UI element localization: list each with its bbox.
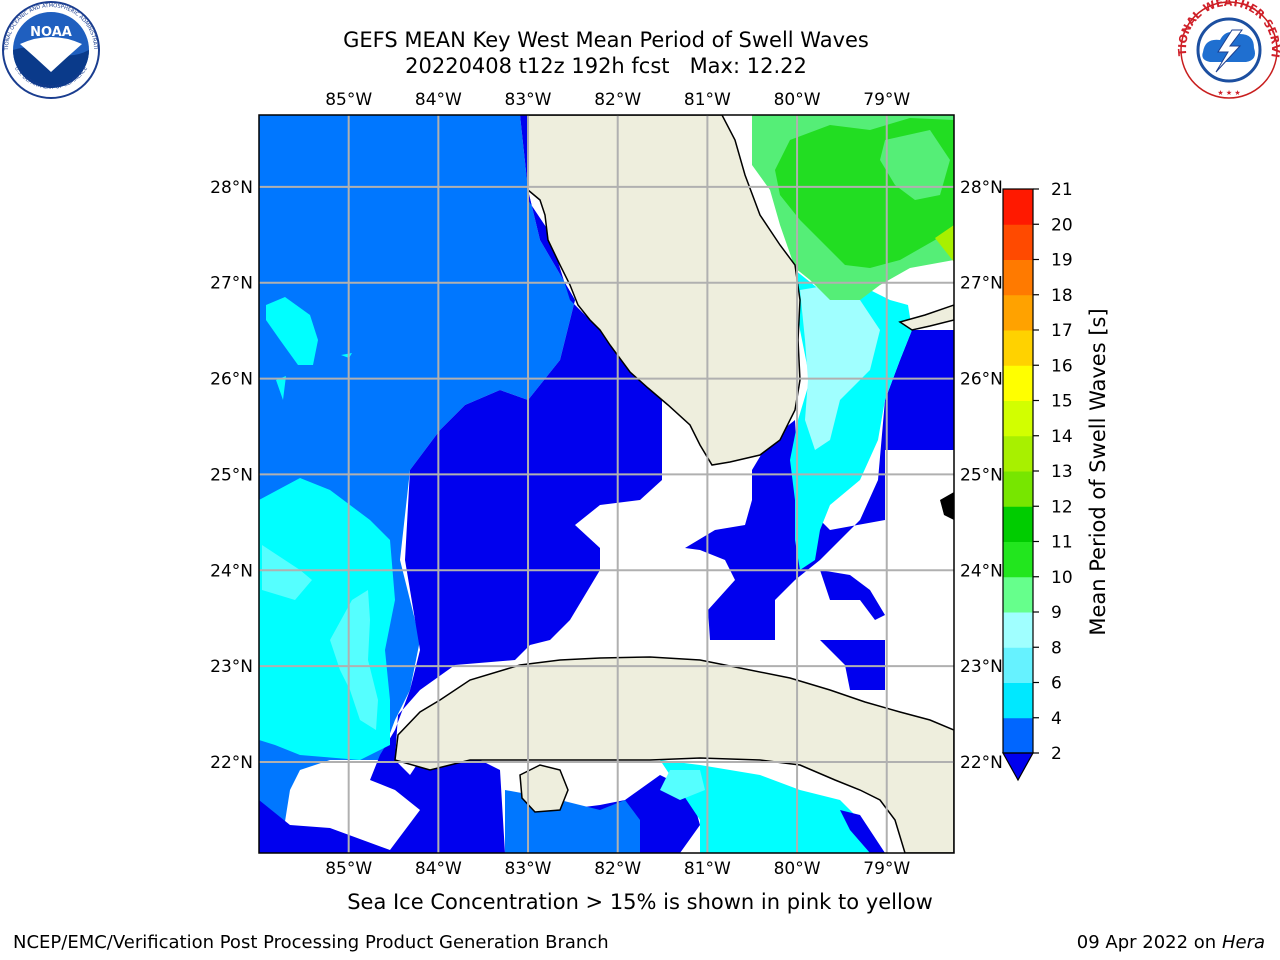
colorbar-bin: [1003, 259, 1033, 296]
colorbar-tick-label: 16: [1051, 356, 1073, 376]
colorbar-tick-label: 11: [1051, 533, 1073, 553]
lat-label-right: 23°N: [960, 657, 1003, 677]
graticule: [259, 115, 954, 853]
nws-ring-text: NATIONAL WEATHER SERVICE: [0, 0, 1280, 59]
colorbar-tick-label: 18: [1051, 286, 1073, 306]
lon-label-bottom: 80°W: [774, 859, 821, 879]
land-cuba: [394, 656, 954, 853]
lat-label-left: 23°N: [210, 657, 253, 677]
colorbar-tick-label: 19: [1051, 251, 1073, 271]
lon-label-bottom: 83°W: [505, 859, 552, 879]
lat-label-left: 28°N: [210, 178, 253, 198]
noaa-logo: NOAA NATIONAL OCEANIC AND ATMOSPHERIC AD…: [0, 0, 100, 99]
colorbar: 2 4 6 8 9 10 11 12 13 14 15 16 17 18 19 20 21: [1001, 180, 1073, 782]
colorbar-bin: [1003, 612, 1033, 648]
colorbar-tick-label: 17: [1051, 321, 1073, 341]
lat-label-left: 26°N: [210, 370, 253, 390]
map-field: [259, 115, 954, 853]
nws-logo: NATIONAL WEATHER SERVICE ★ ★ ★: [0, 0, 1280, 99]
colorbar-tick-label: 4: [1051, 709, 1062, 729]
lat-label-right: 28°N: [960, 178, 1003, 198]
field-pale-cyan: [800, 285, 880, 450]
lat-labels-left: 28°N 27°N 26°N 25°N 24°N 23°N 22°N: [210, 178, 253, 773]
colorbar-tick-label: 21: [1051, 180, 1073, 200]
footer-date: 09 Apr 2022 on Hera: [1077, 932, 1265, 953]
field-yellow-green: [935, 225, 954, 262]
footer-host: Hera: [1221, 932, 1265, 953]
colorbar-tick-label: 14: [1051, 427, 1073, 447]
colorbar-tick-label: 15: [1051, 392, 1073, 412]
noaa-logo-text: NOAA: [30, 25, 72, 40]
lon-label-bottom: 85°W: [325, 859, 372, 879]
colorbar-bin: [1003, 541, 1033, 578]
colorbar-tick-label: 10: [1051, 568, 1073, 588]
colorbar-tick-label: 2: [1051, 744, 1062, 764]
land-florida: [527, 115, 801, 466]
colorbar-bin: [1003, 294, 1033, 331]
lat-label-right: 26°N: [960, 370, 1003, 390]
lon-label-top: 79°W: [863, 90, 910, 110]
svg-text:★ ★ ★: ★ ★ ★: [1217, 89, 1240, 97]
chart-subtitle: 20220408 t12z 192h fcst Max: 12.22: [0, 53, 1212, 79]
colorbar-tick-label: 20: [1051, 215, 1073, 235]
lon-labels-top: 85°W 84°W 83°W 82°W 81°W 80°W 79°W: [325, 90, 910, 110]
lat-label-left: 24°N: [210, 561, 253, 581]
colorbar-tick-label: 12: [1051, 497, 1073, 517]
lat-label-right: 25°N: [960, 465, 1003, 485]
colorbar-bin: [1003, 224, 1033, 260]
lon-label-top: 82°W: [594, 90, 641, 110]
colorbar-tick-label: 8: [1051, 638, 1062, 658]
colorbar-bin: [1003, 365, 1033, 401]
colorbar-bin: [1003, 576, 1033, 613]
max-value: Max: 12.22: [689, 54, 807, 78]
lon-label-top: 83°W: [505, 90, 552, 110]
land-isle-of-youth: [519, 764, 569, 813]
field-cyan-nw: [266, 297, 318, 365]
colorbar-bin: [1003, 330, 1033, 366]
colorbar-extend: [1001, 752, 1035, 782]
colorbar-bin: [1003, 647, 1033, 683]
lon-label-bottom: 82°W: [594, 859, 641, 879]
lon-label-top: 85°W: [325, 90, 372, 110]
colorbar-bin: [1003, 471, 1033, 507]
lon-label-bottom: 81°W: [684, 859, 731, 879]
footer-date-text: 09 Apr 2022 on: [1076, 932, 1222, 953]
lat-label-right: 22°N: [960, 753, 1003, 773]
colorbar-bin: [1003, 189, 1033, 225]
colorbar-tick-label: 6: [1051, 674, 1062, 694]
land-grand-bahama: [898, 304, 954, 331]
lat-label-left: 27°N: [210, 274, 253, 294]
footer-credit: NCEP/EMC/Verification Post Processing Pr…: [13, 932, 609, 953]
lat-label-right: 24°N: [960, 561, 1003, 581]
lon-labels-bottom: 85°W 84°W 83°W 82°W 81°W 80°W 79°W: [325, 859, 910, 879]
lat-label-right: 27°N: [960, 274, 1003, 294]
lat-label-left: 25°N: [210, 465, 253, 485]
colorbar-bin: [1003, 506, 1033, 542]
field-light-green-2: [880, 130, 950, 200]
lon-label-top: 84°W: [415, 90, 462, 110]
map-frame: [258, 114, 955, 854]
lon-label-bottom: 79°W: [863, 859, 910, 879]
forecast-run: 20220408 t12z 192h fcst: [405, 54, 670, 78]
colorbar-bin: [1003, 435, 1033, 472]
colorbar-title: Mean Period of Swell Waves [s]: [1086, 308, 1110, 635]
lon-label-top: 80°W: [774, 90, 821, 110]
colorbar-bin: [1003, 682, 1033, 719]
lat-label-left: 22°N: [210, 753, 253, 773]
lon-label-top: 81°W: [684, 90, 731, 110]
colorbar-bin: [1003, 717, 1033, 754]
lat-labels-right: 28°N 27°N 26°N 25°N 24°N 23°N 22°N: [960, 178, 1003, 773]
colorbar-bin: [1003, 400, 1033, 437]
lon-label-bottom: 84°W: [415, 859, 462, 879]
colorbar-tick-label: 9: [1051, 603, 1062, 623]
colorbar-tick-label: 13: [1051, 462, 1073, 482]
field-light-cyan-west: [330, 590, 378, 730]
field-cyan-south: [660, 760, 885, 853]
chart-title: GEFS MEAN Key West Mean Period of Swell …: [343, 28, 869, 52]
field-deep-blue: [259, 115, 662, 853]
sea-ice-note: Sea Ice Concentration > 15% is shown in …: [347, 890, 933, 914]
